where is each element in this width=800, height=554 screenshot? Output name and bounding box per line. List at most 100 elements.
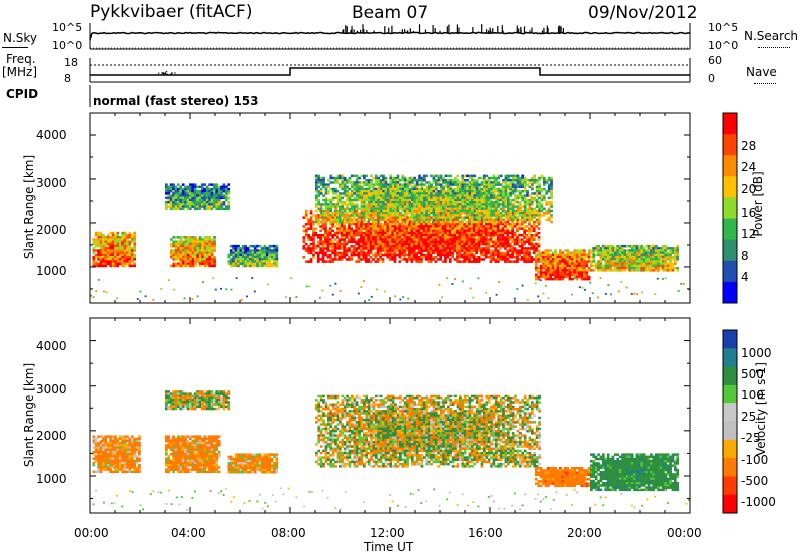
range-gate-cell bbox=[459, 190, 462, 193]
range-gate-cell bbox=[372, 258, 375, 261]
range-gate-cell bbox=[391, 256, 394, 259]
range-gate-cell bbox=[516, 216, 520, 219]
range-gate-cell bbox=[473, 198, 477, 202]
range-gate-cell bbox=[540, 214, 544, 217]
range-gate-cell bbox=[367, 181, 371, 184]
range-gate-cell bbox=[547, 216, 551, 219]
range-gate-cell bbox=[312, 236, 315, 239]
range-gate-cell bbox=[432, 218, 435, 222]
range-gate-cell bbox=[377, 209, 381, 213]
range-gate-cell bbox=[535, 218, 539, 222]
range-gate-cell bbox=[319, 212, 323, 215]
range-gate-cell bbox=[403, 198, 407, 202]
range-gate-cell bbox=[549, 255, 553, 259]
range-gate-cell bbox=[471, 212, 474, 215]
range-gate-cell bbox=[483, 174, 486, 178]
range-gate-cell bbox=[205, 207, 209, 211]
range-gate-cell bbox=[575, 249, 579, 252]
range-gate-cell bbox=[535, 269, 538, 272]
range-gate-cell bbox=[384, 205, 388, 208]
range-gate-cell bbox=[466, 214, 469, 217]
range-gate-cell bbox=[104, 238, 108, 241]
range-gate-cell bbox=[472, 260, 476, 263]
range-gate-cell bbox=[324, 238, 327, 241]
range-gate-cell bbox=[511, 227, 514, 230]
range-gate-cell bbox=[442, 207, 445, 211]
range-gate-cell bbox=[492, 185, 496, 189]
range-gate-cell bbox=[580, 273, 584, 276]
range-gate-cell bbox=[475, 247, 478, 250]
range-gate-cell bbox=[439, 225, 442, 228]
range-gate-cell bbox=[379, 258, 382, 261]
range-gate-cell bbox=[415, 231, 418, 235]
range-gate-cell bbox=[563, 264, 567, 268]
range-gate-cell bbox=[521, 216, 525, 219]
range-gate-cell bbox=[432, 238, 435, 241]
range-gate-cell bbox=[508, 238, 512, 241]
range-gate-cell bbox=[496, 231, 500, 235]
range-gate-cell bbox=[578, 273, 581, 276]
range-gate-cell bbox=[439, 236, 442, 239]
range-gate-cell bbox=[487, 218, 491, 222]
range-gate-cell bbox=[543, 181, 546, 184]
range-gate-cell bbox=[324, 201, 328, 204]
range-gate-cell bbox=[208, 201, 211, 204]
range-gate-cell bbox=[470, 249, 474, 252]
range-gate-cell bbox=[97, 231, 100, 235]
range-gate-cell bbox=[109, 238, 112, 241]
range-gate-cell bbox=[521, 194, 525, 197]
range-gate-cell bbox=[501, 251, 505, 255]
range-gate-cell bbox=[525, 218, 529, 222]
range-gate-cell bbox=[177, 198, 180, 202]
range-gate-cell bbox=[444, 245, 447, 248]
range-gate-cell bbox=[499, 218, 503, 222]
range-gate-cell bbox=[523, 212, 526, 215]
range-gate-cell bbox=[447, 194, 450, 197]
range-gate-cell bbox=[403, 209, 407, 213]
range-gate-cell bbox=[456, 242, 459, 246]
range-gate-cell bbox=[331, 203, 335, 206]
range-gate-cell bbox=[348, 236, 351, 239]
range-gate-cell bbox=[461, 176, 465, 180]
range-gate-cell bbox=[374, 256, 378, 259]
range-gate-cell bbox=[456, 234, 459, 237]
range-gate-cell bbox=[338, 253, 342, 257]
range-gate-cell bbox=[485, 218, 489, 222]
range-gate-cell bbox=[367, 185, 371, 189]
range-gate-cell bbox=[340, 256, 344, 259]
range-gate-cell bbox=[181, 183, 185, 186]
range-gate-cell bbox=[506, 218, 510, 222]
range-gate-cell bbox=[408, 245, 411, 248]
range-gate-cell bbox=[511, 174, 515, 178]
range-gate-cell bbox=[494, 251, 498, 255]
range-gate-cell bbox=[504, 176, 508, 180]
range-gate-cell bbox=[502, 196, 505, 200]
range-gate-cell bbox=[348, 196, 352, 200]
range-gate-cell bbox=[396, 218, 399, 222]
range-gate-cell bbox=[415, 253, 418, 257]
range-gate-cell bbox=[475, 183, 479, 186]
velocity-ytick-1000: 1000 bbox=[36, 472, 67, 486]
range-gate-cell bbox=[340, 229, 344, 233]
range-gate-cell bbox=[328, 258, 332, 261]
range-gate-cell bbox=[511, 253, 514, 257]
range-gate-cell bbox=[377, 176, 381, 180]
range-gate-cell bbox=[394, 196, 397, 200]
range-gate-cell bbox=[408, 209, 412, 213]
range-gate-cell bbox=[172, 190, 175, 193]
range-gate-cell bbox=[364, 260, 368, 263]
range-gate-cell bbox=[191, 240, 195, 243]
range-gate-cell bbox=[206, 247, 209, 250]
range-gate-cell bbox=[174, 251, 178, 254]
range-gate-cell bbox=[334, 190, 337, 193]
range-gate-cell bbox=[102, 236, 105, 239]
range-gate-cell bbox=[401, 205, 405, 208]
range-gate-cell bbox=[506, 253, 510, 257]
range-gate-cell bbox=[435, 203, 438, 206]
range-gate-cell bbox=[526, 212, 529, 215]
range-gate-cell bbox=[415, 225, 418, 228]
range-gate-cell bbox=[312, 231, 315, 235]
range-gate-cell bbox=[516, 183, 520, 186]
range-gate-cell bbox=[516, 240, 519, 244]
range-gate-cell bbox=[208, 183, 211, 186]
